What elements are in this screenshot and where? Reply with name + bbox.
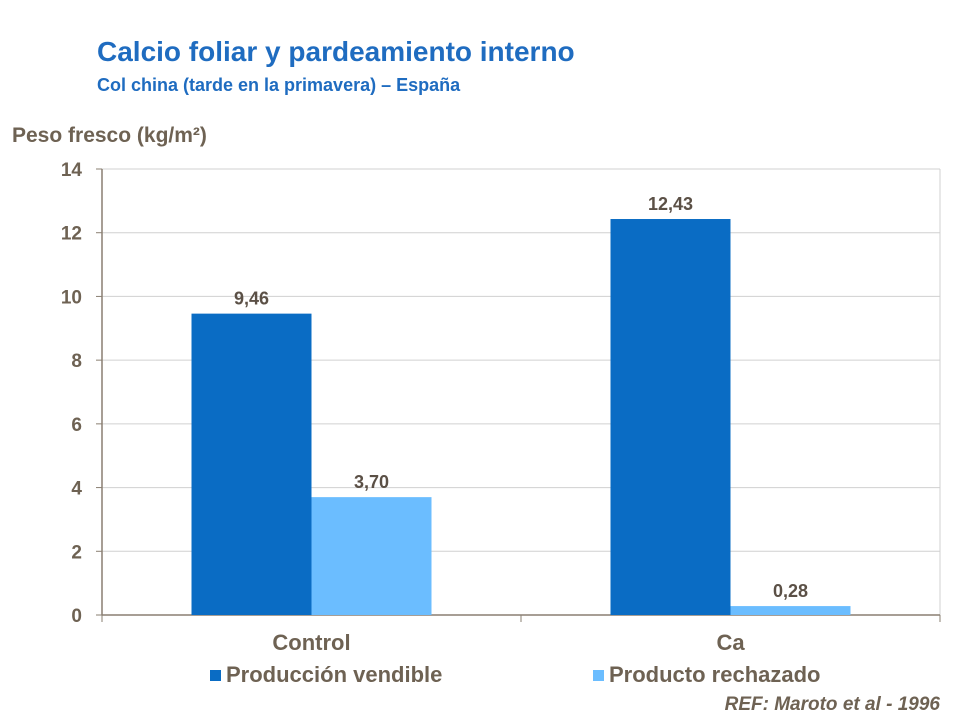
y-tick-label: 8	[71, 351, 82, 372]
legend-swatch	[593, 669, 604, 681]
data-label: 12,43	[648, 194, 693, 214]
data-label: 0,28	[773, 581, 808, 601]
legend-label: Producto rechazado	[609, 662, 821, 687]
y-tick-label: 14	[61, 160, 83, 181]
legend-item-vendible: Producción vendible	[210, 662, 442, 688]
y-tick-label: 4	[71, 479, 82, 500]
bar-vendible	[191, 313, 312, 615]
chart-title: Calcio foliar y pardeamiento interno	[97, 36, 575, 67]
bar-vendible	[610, 219, 731, 615]
bar-rechazado	[311, 497, 432, 615]
y-tick-label: 6	[71, 415, 82, 436]
legend-label: Producción vendible	[226, 662, 443, 687]
y-tick-label: 0	[71, 606, 82, 627]
x-category-label: Control	[272, 630, 350, 655]
y-axis-label: Peso fresco (kg/m²)	[12, 124, 207, 147]
y-tick-label: 10	[61, 287, 82, 308]
y-tick-label: 12	[61, 224, 82, 245]
x-category-label: Ca	[716, 630, 745, 655]
data-label: 3,70	[354, 472, 389, 492]
y-tick-label: 2	[71, 542, 82, 563]
legend-swatch	[210, 669, 221, 681]
reference-note: REF: Maroto et al - 1996	[724, 694, 940, 715]
data-label: 9,46	[234, 289, 269, 309]
legend-item-rechazado: Producto rechazado	[593, 662, 820, 688]
chart-subtitle: Col china (tarde en la primavera) – Espa…	[97, 75, 461, 95]
bar-rechazado	[730, 606, 851, 615]
